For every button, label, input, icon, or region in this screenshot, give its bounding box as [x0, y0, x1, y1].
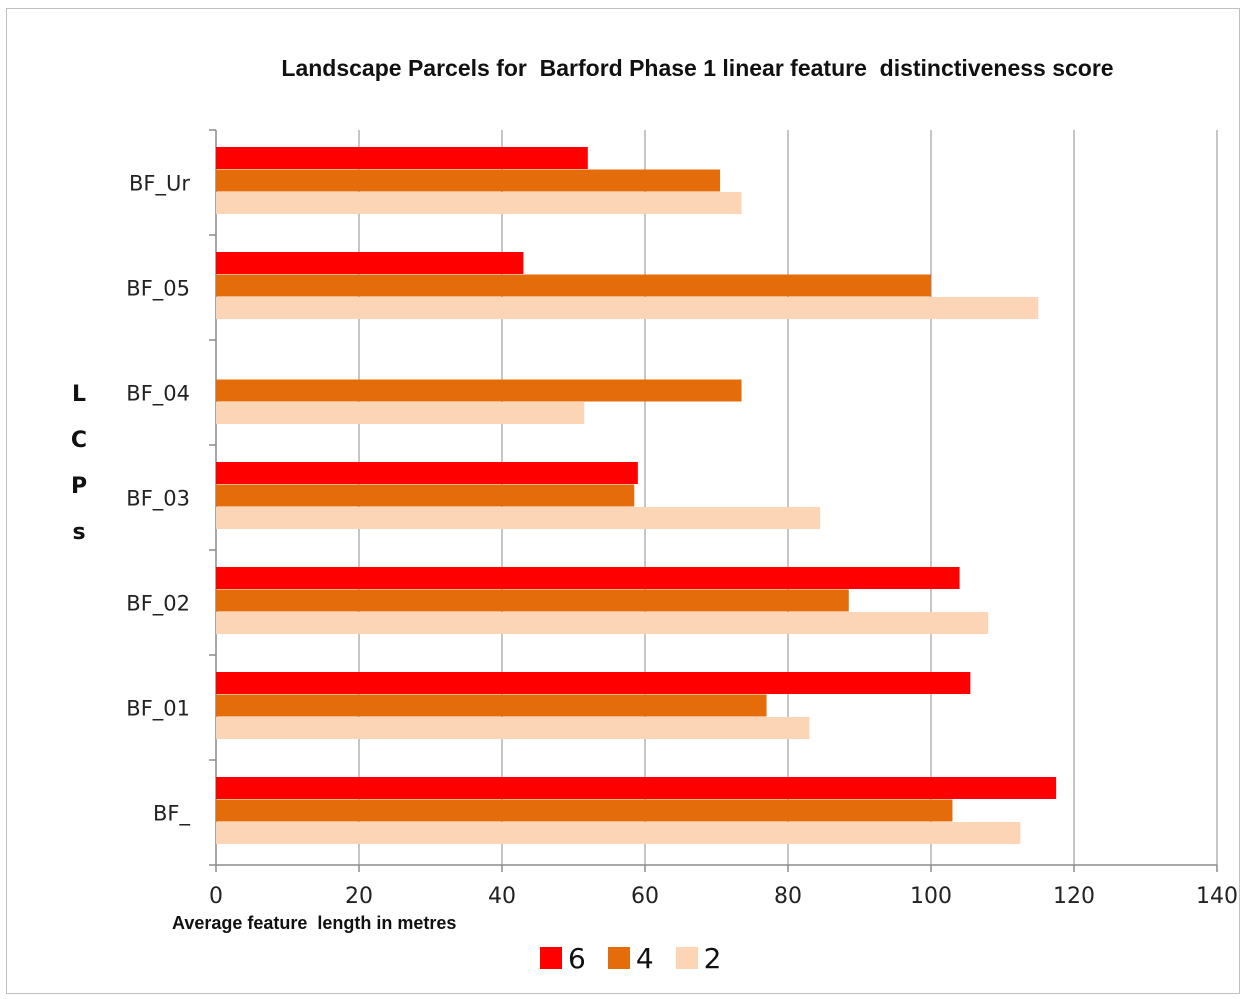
y-axis-label-letter: s [72, 520, 86, 545]
bar-bf--series-6 [216, 777, 1057, 799]
y-tick-label: BF_01 [126, 697, 190, 722]
x-axis-label: Average feature length in metres [172, 913, 457, 933]
legend-swatch [607, 947, 630, 969]
y-tick-label: BF_02 [126, 592, 190, 617]
legend-label: 2 [703, 941, 722, 975]
bar-bf-ur-series-2 [216, 192, 742, 214]
legend-label: 4 [635, 941, 654, 975]
bar-bf-01-series-6 [216, 672, 971, 694]
legend: 6 4 2 [540, 938, 743, 978]
y-axis-label-letter: P [70, 474, 88, 499]
x-tick-label: 60 [631, 884, 659, 909]
x-tick-label: 0 [209, 884, 223, 909]
legend-swatch [540, 947, 562, 969]
bar-bf-03-series-2 [216, 507, 821, 529]
chart-title: Landscape Parcels for Barford Phase 1 li… [281, 55, 1114, 81]
x-tick-label: 140 [1196, 884, 1238, 909]
bar-bf--series-4 [216, 799, 953, 822]
bar-bf-03-series-4 [216, 484, 635, 507]
y-tick-label: BF_03 [126, 487, 190, 512]
y-tick-label: BF_04 [126, 382, 190, 407]
bar-bf-05-series-6 [216, 252, 524, 274]
y-axis-label-letter: L [71, 382, 87, 407]
bar-bf-01-series-4 [216, 694, 767, 717]
legend-label: 6 [568, 941, 586, 975]
y-axis-label-letter: C [70, 428, 88, 453]
bar-bf-05-series-4 [216, 274, 931, 297]
x-tick-label: 20 [345, 884, 373, 909]
bar-bf-03-series-6 [216, 462, 638, 484]
y-tick-label: BF_05 [126, 277, 190, 302]
bar-bf-01-series-2 [216, 717, 810, 739]
bar-bf-ur-series-4 [216, 169, 721, 192]
bar-bf-02-series-2 [216, 612, 989, 634]
legend-swatch [675, 947, 698, 969]
x-tick-label: 100 [910, 884, 952, 909]
y-tick-label: BF_ [153, 802, 190, 827]
bar-bf-02-series-6 [216, 567, 960, 589]
bar-bf-05-series-2 [216, 297, 1039, 319]
bar-bf--series-2 [216, 822, 1021, 844]
legend-item-6: 6 [540, 942, 586, 975]
x-tick-label: 120 [1053, 884, 1095, 909]
legend-item-4: 4 [607, 941, 654, 975]
bar-bf-04-series-4 [216, 379, 742, 402]
legend-item-2: 2 [675, 941, 722, 975]
x-tick-label: 80 [774, 884, 802, 909]
y-tick-label: BF_Ur [129, 172, 190, 197]
x-tick-label: 40 [488, 884, 516, 909]
bar-bf-02-series-4 [216, 589, 849, 612]
bar-bf-04-series-2 [216, 402, 585, 424]
bar-bf-ur-series-6 [216, 147, 588, 169]
